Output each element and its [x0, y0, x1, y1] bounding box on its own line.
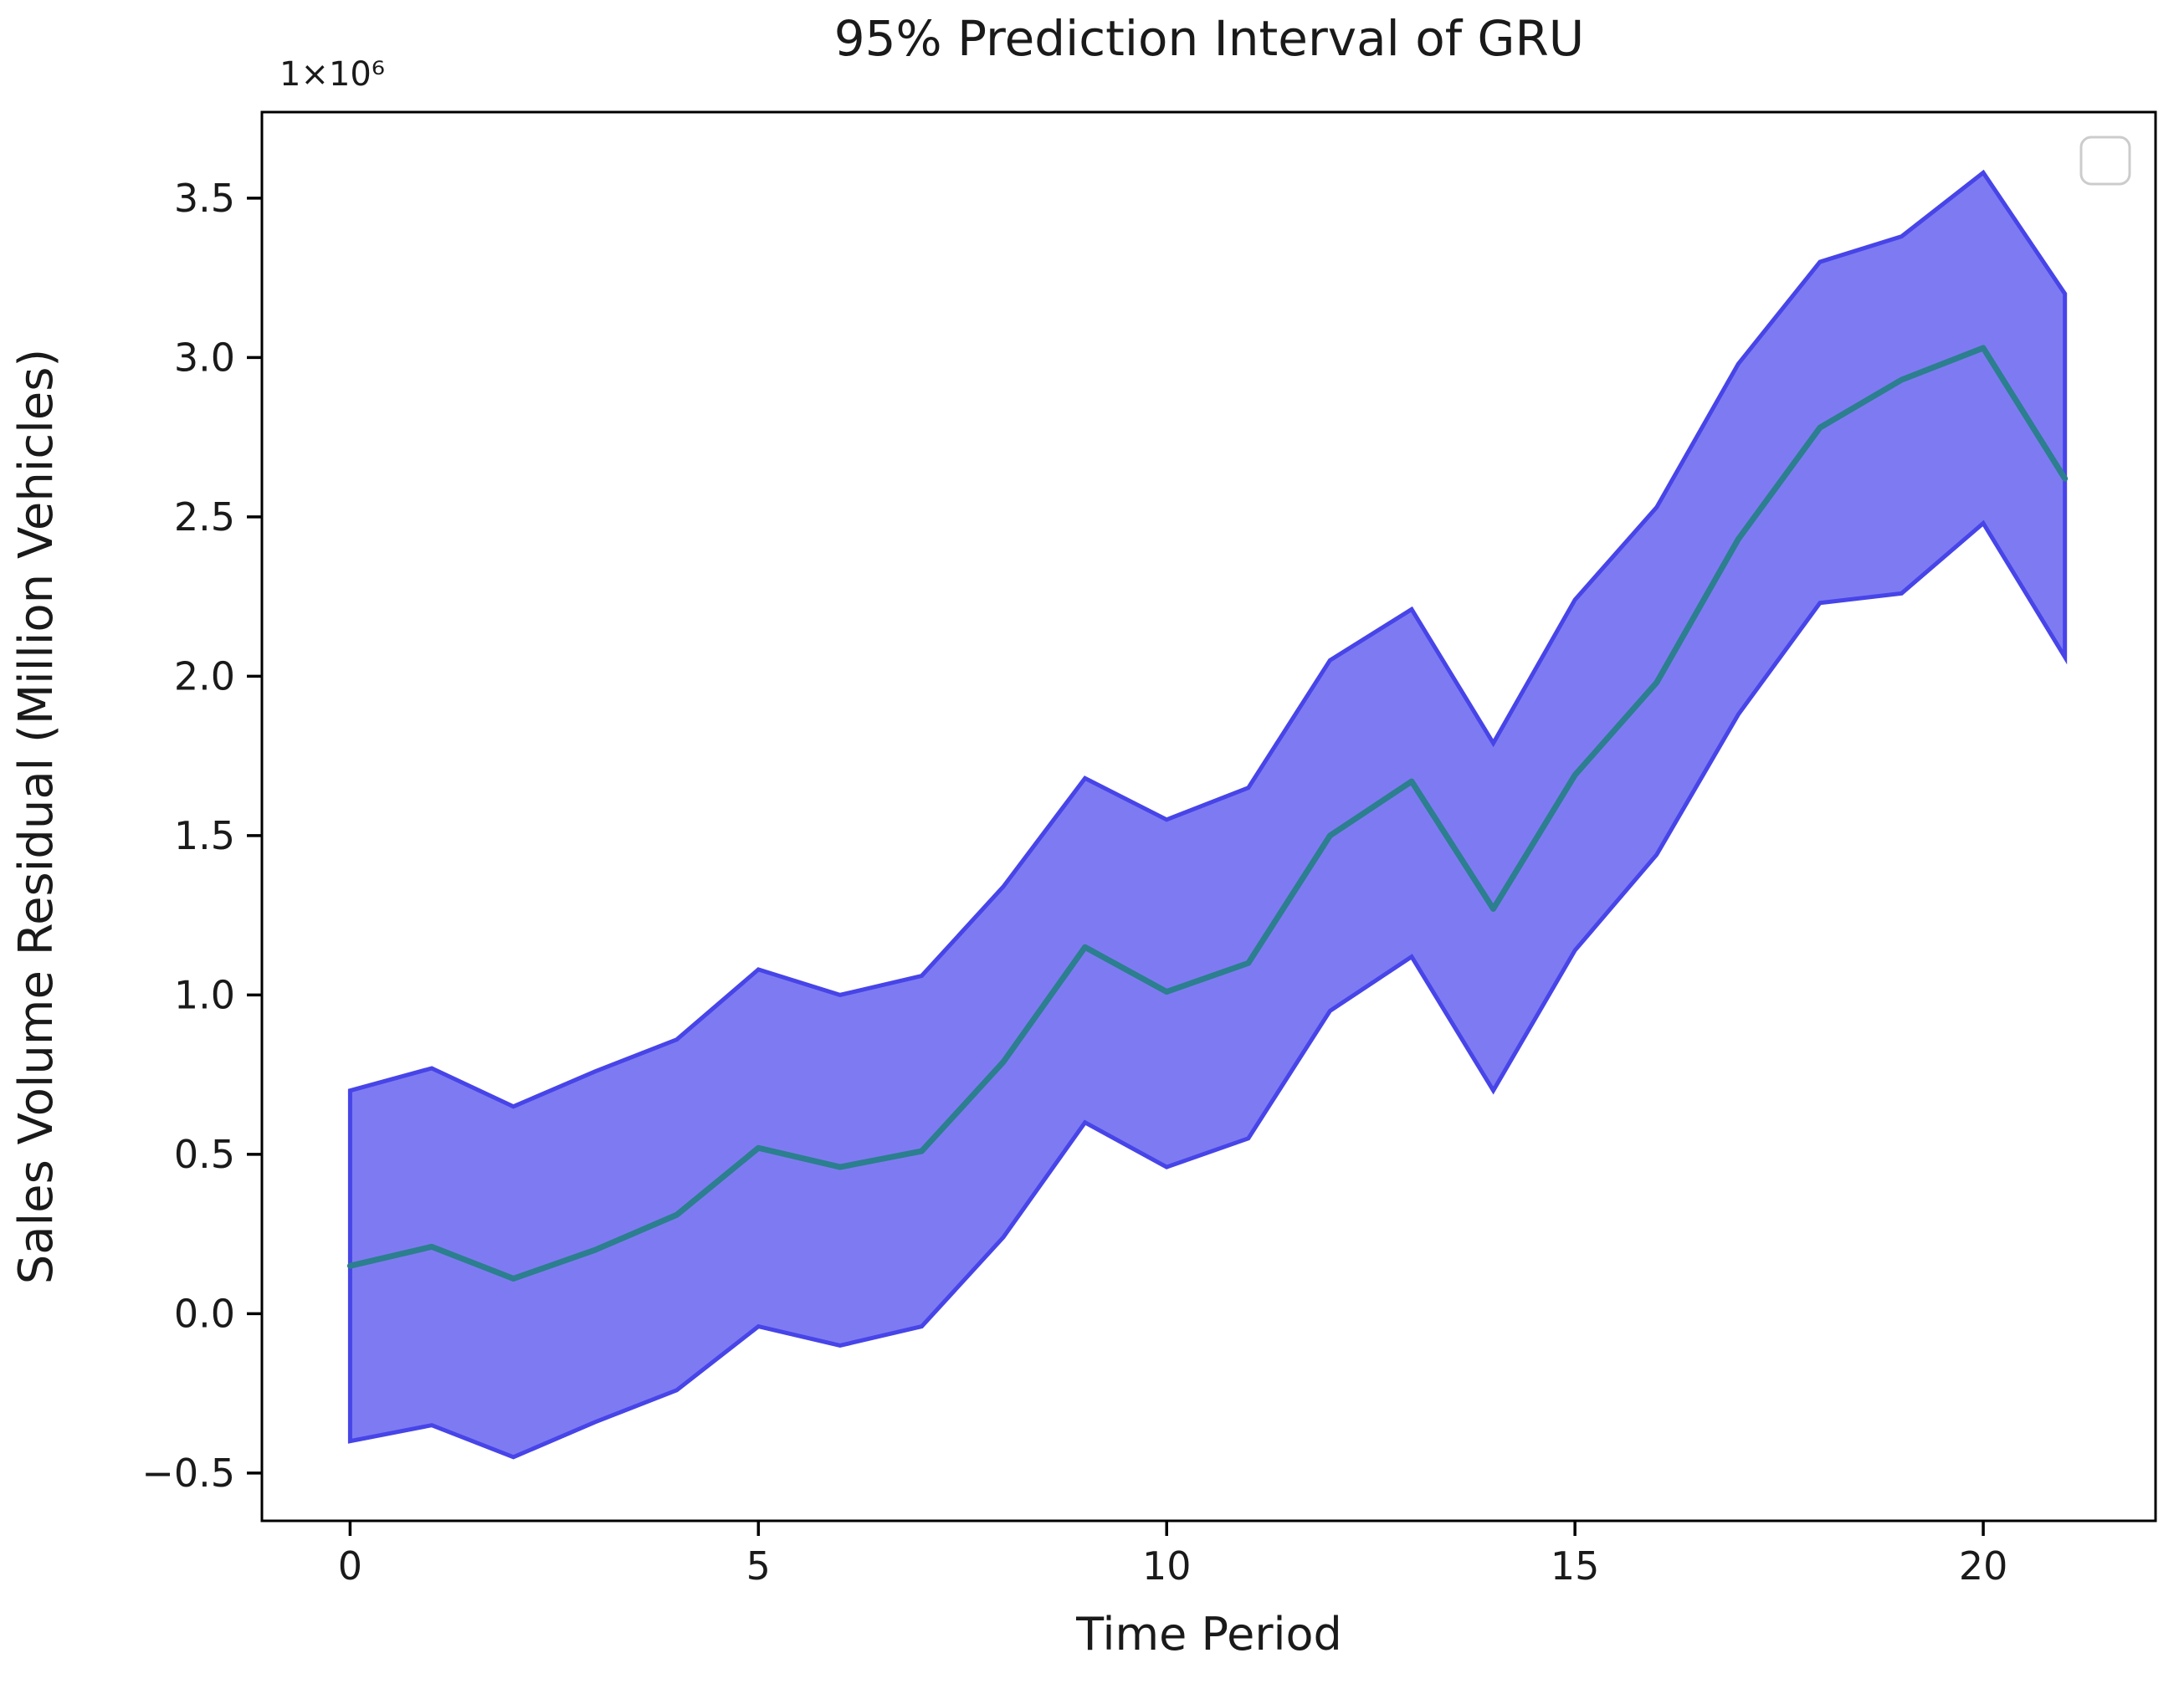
- mean-line-layer: [346, 345, 2069, 1282]
- x-tick-label: 5: [746, 1543, 771, 1589]
- x-axis-label: Time Period: [1075, 1608, 1342, 1661]
- chart-title: 95% Prediction Interval of GRU: [834, 10, 1585, 67]
- y-tick-label: 3.0: [174, 335, 235, 380]
- prediction-band-layer: [347, 169, 2068, 1460]
- tick-label-layer: 0 5 10 15 20 −0.5 0.0 0.5 1.0 1.5 2.0 2.5 3.0 3.5: [141, 176, 2007, 1589]
- axes-layer: [247, 110, 2157, 1536]
- x-tick-label: 10: [1142, 1543, 1192, 1589]
- y-tick-label: 3.5: [174, 176, 235, 221]
- plot-spines: [260, 110, 2157, 1523]
- y-tick-label: 1.5: [174, 813, 235, 858]
- y-tick-label: 2.0: [174, 653, 235, 699]
- x-tick-label: 15: [1551, 1543, 1600, 1589]
- legend-empty-box: [2079, 136, 2131, 186]
- y-tick-label: 0.5: [174, 1132, 235, 1177]
- x-tick-label: 20: [1959, 1543, 2008, 1589]
- x-tick-label: 0: [338, 1543, 362, 1589]
- y-tick-label: 0.0: [174, 1291, 235, 1336]
- mean-prediction-line: [346, 345, 2069, 1282]
- y-tick-label: 1.0: [174, 972, 235, 1017]
- prediction-interval-band: [347, 169, 2068, 1460]
- y-axis-label: Sales Volume Residual (Million Vehicles): [9, 349, 64, 1284]
- y-tick-label: −0.5: [141, 1451, 235, 1496]
- y-axis-offset-text: 1×10⁶: [279, 55, 385, 94]
- y-tick-label: 2.5: [174, 494, 235, 540]
